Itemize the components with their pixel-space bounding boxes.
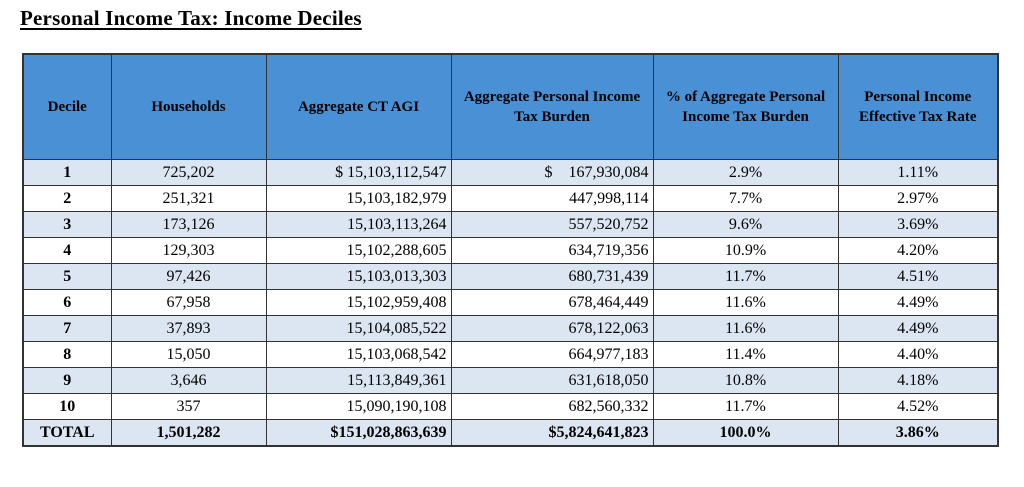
column-header-households: Households — [110, 53, 267, 160]
cell-rate: 3.69% — [837, 211, 999, 238]
cell-agi: $151,028,863,639 — [265, 419, 452, 447]
cell-pct: 11.7% — [652, 263, 839, 290]
cell-households: 1,501,282 — [110, 419, 267, 447]
column-header-aggregate-tax-burden: Aggregate Personal Income Tax Burden — [450, 53, 654, 160]
cell-pct: 10.8% — [652, 367, 839, 394]
cell-households: 129,303 — [110, 237, 267, 264]
cell-rate: 4.51% — [837, 263, 999, 290]
cell-rate: 2.97% — [837, 185, 999, 212]
table-row: 1 725,202 $ 15,103,112,547 $ 167,930,084 2.9… — [22, 159, 999, 186]
cell-agi: 15,102,959,408 — [265, 289, 452, 316]
table-row: 8 15,050 15,103,068,542 664,977,183 11.4% 4.4… — [22, 341, 999, 368]
cell-burden: 680,731,439 — [450, 263, 654, 290]
column-header-decile: Decile — [22, 53, 112, 160]
cell-burden: $ 167,930,084 — [450, 159, 654, 186]
column-header-effective-tax-rate: Personal Income Effective Tax Rate — [837, 53, 999, 160]
table-row: 3 173,126 15,103,113,264 557,520,752 9.6% 3.6… — [22, 211, 999, 238]
cell-households: 37,893 — [110, 315, 267, 342]
cell-agi: 15,103,182,979 — [265, 185, 452, 212]
table-row: 7 37,893 15,104,085,522 678,122,063 11.6% 4.4… — [22, 315, 999, 342]
cell-decile: 7 — [22, 315, 112, 342]
column-header-aggregate-ct-agi: Aggregate CT AGI — [265, 53, 452, 160]
cell-rate: 4.18% — [837, 367, 999, 394]
table-row: 6 67,958 15,102,959,408 678,464,449 11.6% 4.4… — [22, 289, 999, 316]
table-row: 5 97,426 15,103,013,303 680,731,439 11.7% 4.5… — [22, 263, 999, 290]
cell-burden: 678,122,063 — [450, 315, 654, 342]
table-row: 10 357 15,090,190,108 682,560,332 11.7% 4.52% — [22, 393, 999, 420]
cell-decile: 8 — [22, 341, 112, 368]
cell-pct: 11.4% — [652, 341, 839, 368]
cell-burden: 678,464,449 — [450, 289, 654, 316]
cell-agi: 15,103,113,264 — [265, 211, 452, 238]
cell-decile: 3 — [22, 211, 112, 238]
cell-households: 3,646 — [110, 367, 267, 394]
cell-decile: 1 — [22, 159, 112, 186]
cell-burden: 557,520,752 — [450, 211, 654, 238]
cell-rate: 4.52% — [837, 393, 999, 420]
cell-rate: 1.11% — [837, 159, 999, 186]
cell-agi: 15,104,085,522 — [265, 315, 452, 342]
cell-decile: 10 — [22, 393, 112, 420]
table-body: 1 725,202 $ 15,103,112,547 $ 167,930,084 2.9… — [22, 159, 999, 447]
cell-decile: 4 — [22, 237, 112, 264]
cell-agi: 15,090,190,108 — [265, 393, 452, 420]
cell-agi: 15,103,013,303 — [265, 263, 452, 290]
cell-pct: 11.7% — [652, 393, 839, 420]
page-title: Personal Income Tax: Income Deciles — [20, 6, 362, 30]
column-header-pct-tax-burden: % of Aggregate Personal Income Tax Burde… — [652, 53, 839, 160]
cell-burden: 664,977,183 — [450, 341, 654, 368]
cell-households: 357 — [110, 393, 267, 420]
cell-pct: 11.6% — [652, 315, 839, 342]
cell-pct: 100.0% — [652, 419, 839, 447]
cell-pct: 10.9% — [652, 237, 839, 264]
table-row: 4 129,303 15,102,288,605 634,719,356 10.9% 4.… — [22, 237, 999, 264]
cell-decile: 5 — [22, 263, 112, 290]
cell-rate: 4.49% — [837, 289, 999, 316]
cell-agi: $ 15,103,112,547 — [265, 159, 452, 186]
cell-pct: 9.6% — [652, 211, 839, 238]
cell-burden: 447,998,114 — [450, 185, 654, 212]
cell-agi: 15,102,288,605 — [265, 237, 452, 264]
cell-households: 15,050 — [110, 341, 267, 368]
cell-agi: 15,103,068,542 — [265, 341, 452, 368]
table-header: Decile Households Aggregate CT AGI Aggre… — [22, 53, 999, 160]
header-row: Decile Households Aggregate CT AGI Aggre… — [22, 53, 999, 160]
table-row: 9 3,646 15,113,849,361 631,618,050 10.8% 4.18… — [22, 367, 999, 394]
cell-decile: 2 — [22, 185, 112, 212]
cell-burden: 682,560,332 — [450, 393, 654, 420]
cell-decile: TOTAL — [22, 419, 112, 447]
table-total-row: TOTAL 1,501,282 $151,028,863,639 $5,824,641… — [22, 419, 999, 447]
cell-burden: 634,719,356 — [450, 237, 654, 264]
cell-households: 97,426 — [110, 263, 267, 290]
cell-pct: 2.9% — [652, 159, 839, 186]
cell-decile: 6 — [22, 289, 112, 316]
cell-rate: 4.49% — [837, 315, 999, 342]
income-deciles-table: Decile Households Aggregate CT AGI Aggre… — [22, 53, 999, 447]
table-row: 2 251,321 15,103,182,979 447,998,114 7.7% 2.9… — [22, 185, 999, 212]
cell-agi: 15,113,849,361 — [265, 367, 452, 394]
cell-rate: 4.20% — [837, 237, 999, 264]
cell-decile: 9 — [22, 367, 112, 394]
cell-pct: 7.7% — [652, 185, 839, 212]
cell-rate: 4.40% — [837, 341, 999, 368]
cell-households: 725,202 — [110, 159, 267, 186]
cell-burden: 631,618,050 — [450, 367, 654, 394]
cell-burden: $5,824,641,823 — [450, 419, 654, 447]
cell-households: 67,958 — [110, 289, 267, 316]
cell-pct: 11.6% — [652, 289, 839, 316]
cell-households: 251,321 — [110, 185, 267, 212]
cell-rate: 3.86% — [837, 419, 999, 447]
cell-households: 173,126 — [110, 211, 267, 238]
